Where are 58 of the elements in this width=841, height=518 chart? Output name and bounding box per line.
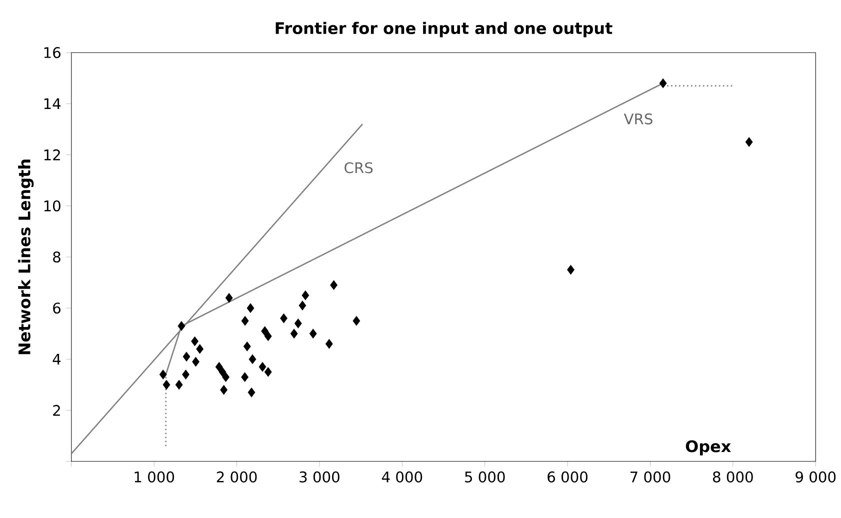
x-tick-label: 8 000 [713, 472, 753, 483]
point [215, 362, 223, 372]
x-tick-label: 1 000 [134, 472, 174, 483]
x-tick-label: 9 000 [796, 472, 836, 483]
point [246, 304, 254, 314]
point [178, 321, 186, 332]
point [191, 336, 198, 346]
x-tick-label: 7 000 [630, 472, 670, 483]
point [182, 352, 190, 362]
point [352, 316, 360, 326]
y-tick-label: 14 [44, 98, 61, 110]
y-axis-title: Network Lines Length [18, 160, 34, 354]
point [330, 280, 338, 290]
point [280, 314, 288, 324]
x-tick-label: 3 000 [300, 472, 340, 483]
point [264, 367, 272, 377]
x-tick-label: 4 000 [382, 472, 422, 483]
y-tick-label: 6 [53, 302, 60, 314]
point [248, 354, 256, 364]
point [290, 329, 298, 339]
y-tick-label: 2 [53, 405, 60, 416]
point [175, 380, 183, 390]
y-tick-label: 4 [52, 354, 61, 365]
point [264, 332, 272, 342]
x-tick-label: 6 000 [548, 472, 588, 483]
point [567, 265, 574, 275]
point [309, 329, 317, 339]
point [243, 342, 251, 352]
series-label: CRS [344, 162, 373, 174]
point [745, 137, 753, 148]
point [241, 372, 248, 382]
point [196, 344, 204, 354]
point [298, 300, 306, 311]
y-tick-label: 16 [44, 47, 60, 58]
y-tick-label: 10 [44, 200, 60, 212]
point [258, 362, 266, 372]
point [220, 385, 228, 395]
y-tick-label: 12 [44, 150, 60, 160]
y-tick-label: 8 [53, 252, 60, 263]
point [294, 318, 302, 328]
point [302, 290, 310, 300]
point [326, 339, 333, 349]
point [225, 293, 233, 303]
point [659, 78, 667, 88]
x-axis-title: Opex [686, 440, 731, 456]
point [241, 316, 249, 326]
series-label: VRS [624, 114, 652, 125]
point [192, 357, 200, 367]
point [162, 380, 170, 390]
point [159, 370, 167, 380]
point [261, 326, 268, 336]
point [248, 388, 256, 398]
x-tick-label: 2 000 [216, 472, 257, 483]
point [222, 372, 230, 382]
x-tick-label: 5 000 [465, 472, 505, 483]
chart-title: Frontier for one input and one output [276, 22, 612, 38]
point [218, 367, 226, 377]
point [182, 370, 190, 380]
